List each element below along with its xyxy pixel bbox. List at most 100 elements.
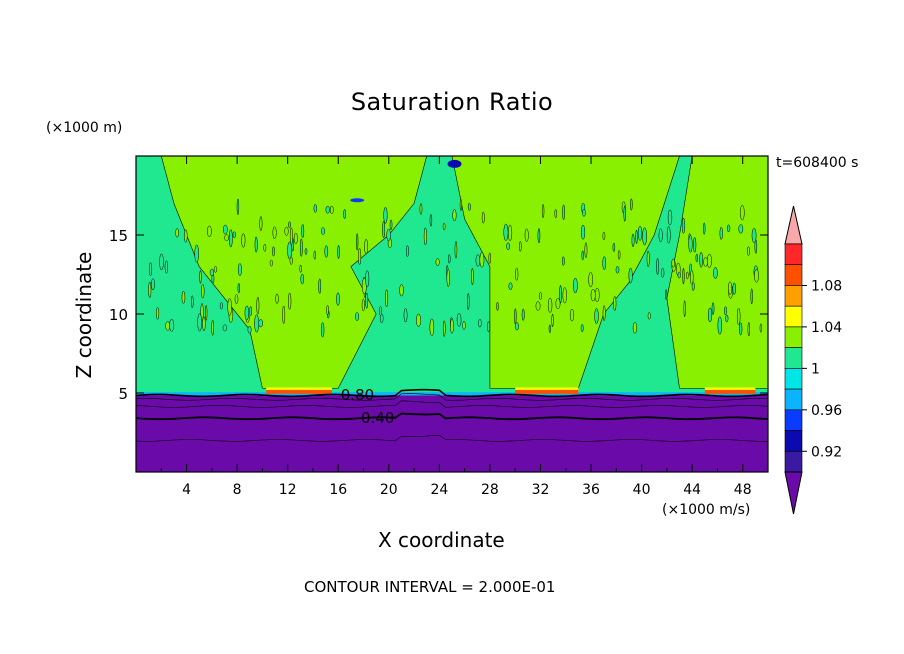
cloud-cell (508, 224, 513, 242)
cloud-cell (725, 314, 729, 323)
cloud-cell (584, 242, 588, 259)
cloud-cell (751, 228, 757, 243)
cloud-cell (479, 252, 485, 268)
cloud-cell (148, 262, 153, 276)
cloud-cell (259, 216, 263, 232)
cloud-cell (623, 205, 626, 222)
cloud-cell (535, 301, 541, 311)
cloud-cell (321, 227, 325, 235)
cloud-cell (355, 312, 360, 321)
cloud-cell (739, 322, 743, 336)
cloud-cell (382, 220, 386, 239)
cloud-cell (213, 266, 218, 273)
x-tick-label: 20 (380, 482, 398, 498)
cloud-cell (244, 305, 250, 321)
cloud-cell (365, 270, 370, 288)
cloud-cell (658, 228, 663, 243)
cloud-cell (237, 282, 241, 294)
cloud-cell (688, 235, 693, 253)
cloud-cell (232, 231, 236, 239)
cloud-cell (324, 245, 329, 258)
cloud-cell (258, 319, 263, 328)
cloud-cell (263, 243, 267, 252)
cloud-cell (613, 295, 617, 311)
contour-line (135, 434, 768, 442)
y-axis-unit: (×1000 m) (46, 120, 123, 136)
x-axis-label: X coordinate (378, 528, 505, 552)
cloud-cell (462, 321, 466, 330)
cloud-cell (691, 281, 695, 291)
supersaturation-band-3 (704, 389, 756, 394)
cloud-cell (175, 228, 179, 238)
cloud-cell (386, 228, 391, 242)
cloud-cell (481, 211, 485, 224)
cloud-cell (197, 313, 202, 332)
colorbar-swatch (784, 326, 803, 348)
supersaturation-band-2 (515, 389, 579, 394)
cloud-cell (299, 264, 302, 273)
colorbar-swatch (784, 264, 803, 286)
x-tick-label: 16 (329, 482, 347, 498)
saturation-field (136, 155, 769, 472)
cloud-cell (682, 267, 685, 285)
contour-interval-note: CONTOUR INTERVAL = 2.000E-01 (304, 578, 556, 596)
contour-lines (135, 388, 769, 442)
contour-line (135, 412, 769, 421)
cloud-cell (754, 269, 759, 283)
cloud-cell (456, 313, 462, 327)
cloud-cell (582, 208, 586, 217)
cloud-cell (399, 284, 404, 297)
colorbar-label: 0.92 (811, 444, 842, 460)
colorbar-swatch (784, 388, 803, 411)
x-axis: 4 8 12 16 20 24 28 32 36 40 44 48 (160, 156, 752, 498)
cloud-cell (747, 246, 750, 256)
cloud-cell (706, 253, 712, 268)
contour-line (135, 388, 769, 398)
cloud-cell (514, 308, 517, 325)
cloud-cell (736, 307, 741, 326)
cloud-cell (656, 257, 659, 276)
cloud-cell (630, 198, 633, 211)
cloud-cell (588, 272, 593, 288)
cloud-cell (429, 214, 433, 227)
dry-layer (136, 395, 768, 472)
cloud-cell (205, 305, 208, 321)
cloud-cell (313, 204, 317, 213)
cloud-cell (728, 281, 733, 295)
cloud-cell (236, 198, 240, 216)
cloud-cell (515, 267, 519, 281)
low-spot (447, 159, 462, 168)
cloud-cell (287, 241, 292, 260)
cloud-cell (759, 323, 762, 333)
cloud-cell (419, 203, 423, 215)
contour-labels: 0.80 0.40 (341, 386, 395, 427)
cloud-cell (612, 242, 616, 252)
cloud-cell (446, 269, 450, 287)
cloud-cell (541, 204, 545, 219)
cloud-cell (389, 219, 393, 231)
cloud-cell (313, 250, 316, 260)
cloud-cell (300, 273, 305, 285)
colorbar-label: 1.04 (811, 320, 842, 336)
cloud-cell (594, 308, 599, 324)
cloud-cell (336, 292, 340, 306)
x-axis-unit: (×1000 m/s) (662, 502, 751, 518)
cloud-cell (475, 254, 481, 267)
cloud-cell (237, 263, 242, 276)
cloud-cell (615, 266, 620, 274)
y-tick-label: 15 (109, 227, 128, 245)
chart-title: Saturation Ratio (350, 88, 554, 116)
cloud-cell (707, 307, 713, 323)
cloud-cell (299, 238, 303, 257)
cloud-cell (632, 322, 638, 334)
cloud-cell (548, 324, 551, 334)
y-axis: 5 10 15 (109, 227, 768, 403)
cloud-cell (561, 256, 565, 266)
cloud-cell (293, 232, 298, 245)
cloud-cell (148, 281, 152, 299)
contour-label: 0.80 (341, 386, 374, 404)
cloud-cell (750, 288, 753, 305)
cloud-cell (562, 204, 565, 221)
cloud-cell (343, 209, 346, 219)
cloud-cell (169, 318, 175, 332)
